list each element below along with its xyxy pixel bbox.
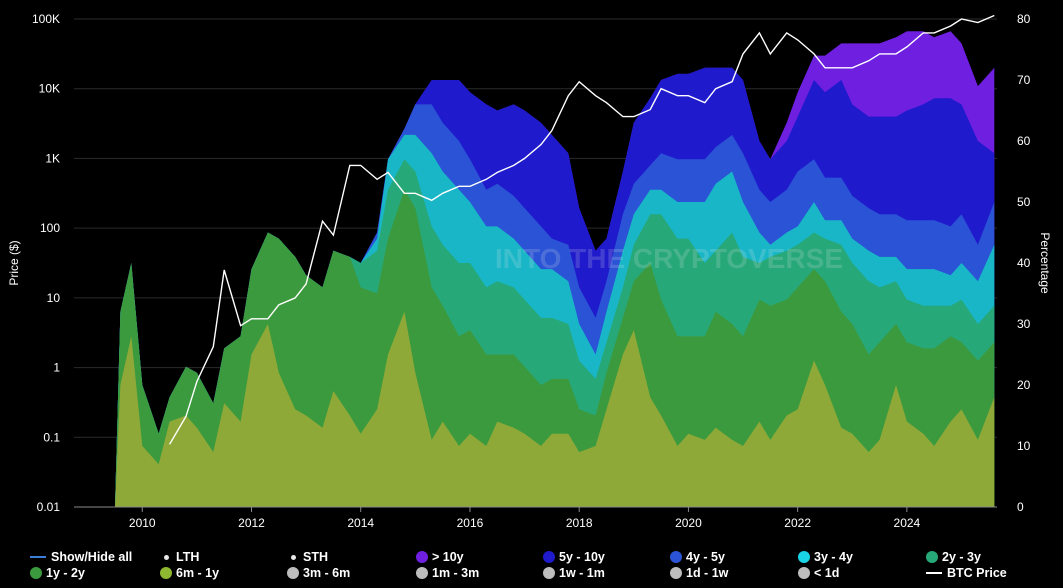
- x-tick-label: 2016: [457, 516, 484, 530]
- legend-item-label: 3m - 6m: [303, 566, 351, 580]
- legend-item-label: STH: [303, 550, 328, 564]
- legend-item-label: > 10y: [432, 550, 464, 564]
- legend-item-label: Show/Hide all: [51, 550, 133, 564]
- legend-color-swatch: [287, 567, 299, 579]
- legend-item-label: BTC Price: [947, 566, 1007, 580]
- y-right-tick-label: 30: [1017, 317, 1031, 331]
- x-tick-label: 2022: [784, 516, 811, 530]
- legend-item-label: 6m - 1y: [176, 566, 220, 580]
- legend: Show/Hide all LTH STH > 10y 5y - 10y 4y - 5y 3…: [0, 546, 1063, 586]
- y-right-tick-label: 10: [1017, 439, 1031, 453]
- btc-price-line: [168, 14, 995, 445]
- y-right-tick-label: 60: [1017, 134, 1031, 148]
- y-left-tick-label: 10K: [39, 82, 60, 96]
- band-6m-1y: [74, 311, 995, 507]
- legend-color-swatch: [164, 555, 169, 560]
- legend-color-swatch: [543, 551, 555, 563]
- y-left-tick-label: 100K: [32, 12, 60, 26]
- legend-item-label: 1w - 1m: [559, 566, 605, 580]
- x-tick-label: 2010: [129, 516, 156, 530]
- legend-item-label: LTH: [176, 550, 200, 564]
- legend-item-label: 4y - 5y: [686, 550, 725, 564]
- legend-item-label: 1y - 2y: [46, 566, 85, 580]
- legend-item-label: 2y - 3y: [942, 550, 981, 564]
- x-tick-label: 2020: [675, 516, 702, 530]
- legend-color-swatch: [30, 567, 42, 579]
- y-right-tick-label: 40: [1017, 256, 1031, 270]
- legend-color-swatch: [291, 555, 296, 560]
- age-band-areas: [74, 31, 995, 508]
- legend-item-label: 1d - 1w: [686, 566, 729, 580]
- legend-item-label: 5y - 10y: [559, 550, 605, 564]
- legend-color-swatch: [543, 567, 555, 579]
- age-bands-chart: INTO THE CRYPTOVERSE 0.010.11101001K10K1…: [7, 12, 1052, 530]
- y-right-tick-label: 0: [1017, 500, 1024, 514]
- x-tick-label: 2018: [566, 516, 593, 530]
- y-left-tick-label: 0.1: [43, 430, 60, 444]
- watermark-text-1: INTO THE CRYPTOVERSE: [495, 243, 843, 274]
- y-left-tick-label: 1K: [45, 151, 60, 165]
- legend-line-swatch: [30, 556, 46, 558]
- y-right-axis-title: Percentage: [1038, 232, 1052, 294]
- y-left-tick-label: 1: [53, 361, 60, 375]
- y-left-tick-label: 100: [40, 221, 60, 235]
- y-right-tick-label: 80: [1017, 12, 1031, 26]
- legend-color-swatch: [670, 567, 682, 579]
- legend-item-label: < 1d: [814, 566, 840, 580]
- watermark: INTO THE CRYPTOVERSE: [495, 243, 843, 274]
- legend-color-swatch: [926, 551, 938, 563]
- legend-color-swatch: [798, 567, 810, 579]
- y-right-tick-label: 70: [1017, 73, 1031, 87]
- legend-color-swatch: [670, 551, 682, 563]
- x-tick-label: 2024: [894, 516, 921, 530]
- legend-color-swatch: [160, 567, 172, 579]
- legend-color-swatch: [798, 551, 810, 563]
- y-left-tick-label: 10: [47, 291, 61, 305]
- btc-price-path: [168, 14, 995, 445]
- legend-color-swatch: [416, 551, 428, 563]
- x-tick-label: 2012: [238, 516, 265, 530]
- y-left-axis-title: Price ($): [7, 240, 21, 285]
- legend-color-swatch: [416, 567, 428, 579]
- legend-item-label: 3y - 4y: [814, 550, 853, 564]
- y-right-tick-label: 20: [1017, 378, 1031, 392]
- y-left-tick-label: 0.01: [37, 500, 61, 514]
- x-tick-label: 2014: [347, 516, 374, 530]
- axes: 0.01 0.1 1 10 100 1K 10K 100K 0 10 20 30 40 50 60 70 80 2…: [7, 12, 1052, 530]
- legend-line-swatch: [926, 572, 942, 574]
- y-right-tick-label: 50: [1017, 195, 1031, 209]
- legend-item-label: 1m - 3m: [432, 566, 480, 580]
